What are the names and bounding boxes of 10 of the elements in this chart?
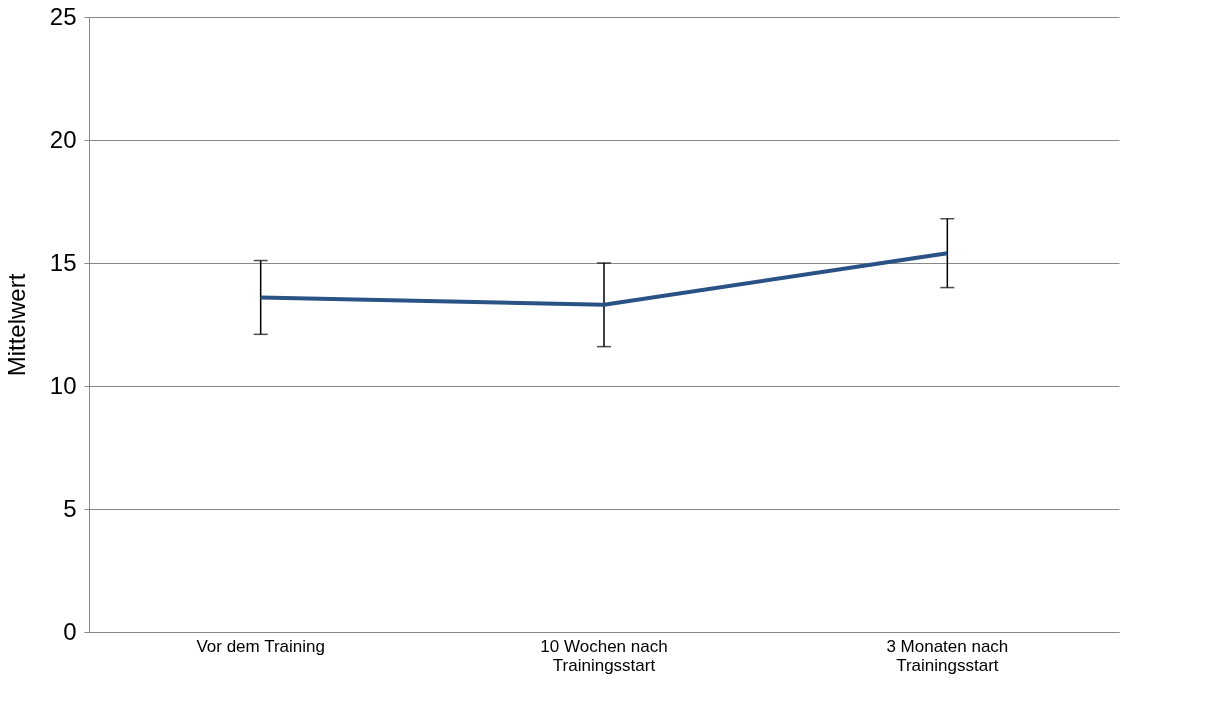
x-tick-label: 10 Wochen nach Trainingsstart: [540, 636, 668, 675]
y-tick-label: 15: [49, 248, 77, 276]
y-tick-label: 25: [49, 2, 77, 30]
x-tick-label: Vor dem Training: [196, 636, 325, 656]
y-tick-label: 0: [63, 617, 77, 645]
y-tick-label: 20: [49, 125, 77, 153]
y-axis-title: Mittelwert: [2, 273, 30, 377]
y-tick-label: 10: [49, 371, 77, 399]
y-tick-label: 5: [63, 494, 77, 522]
x-tick-label: 3 Monaten nach Trainingsstart: [886, 636, 1009, 675]
